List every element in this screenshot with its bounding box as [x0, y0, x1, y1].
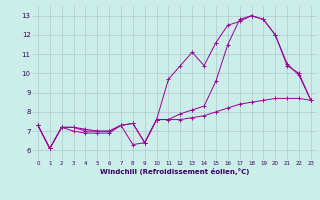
X-axis label: Windchill (Refroidissement éolien,°C): Windchill (Refroidissement éolien,°C) [100, 168, 249, 175]
